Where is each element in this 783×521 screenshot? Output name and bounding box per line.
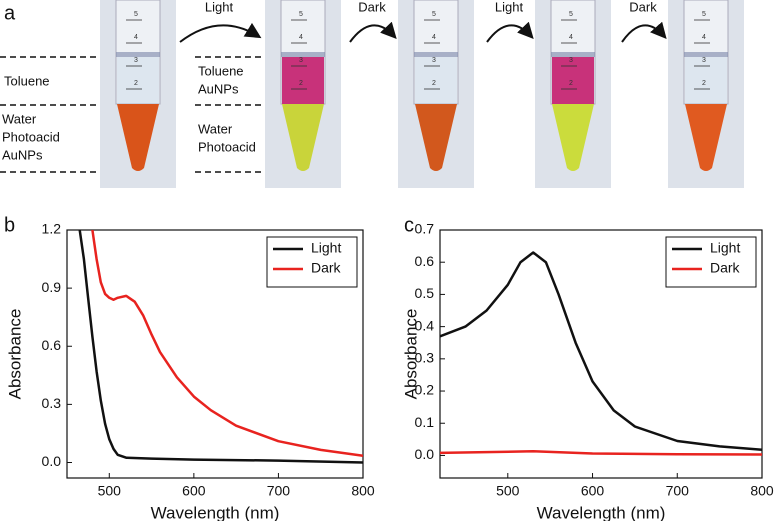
step-arrow (179, 22, 262, 43)
graduation-label: 5 (134, 11, 138, 18)
series-line (78, 230, 363, 464)
x-tick-label: 500 (496, 483, 520, 499)
cap-ring (551, 52, 595, 57)
x-axis-title: Wavelength (nm) (537, 503, 666, 521)
graduation-label: 2 (569, 80, 573, 87)
panel-label: c (404, 214, 414, 236)
bottom-layer (685, 104, 727, 171)
y-tick-label: 0.3 (42, 395, 62, 411)
step-label: Light (205, 0, 234, 14)
x-tick-label: 700 (666, 483, 690, 499)
panel-label: b (4, 214, 15, 236)
x-tick-label: 600 (581, 483, 605, 499)
layer-label: AuNPs (198, 81, 239, 96)
y-tick-label: 0.7 (415, 221, 435, 237)
bottom-layer (282, 104, 324, 171)
cap-ring (116, 52, 160, 57)
x-tick-label: 800 (750, 483, 774, 499)
x-tick-label: 500 (98, 483, 122, 499)
step-arrow (349, 21, 397, 43)
graduation-label: 4 (702, 34, 706, 41)
plot-frame (66, 229, 364, 479)
layer-label: Photoacid (2, 129, 60, 144)
series-line (440, 251, 762, 451)
y-axis-title: Absorbance (401, 309, 420, 400)
layer-label: Toluene (198, 63, 244, 78)
layer-label: Water (198, 121, 233, 136)
bottom-layer (415, 104, 457, 171)
layer-label: Toluene (4, 73, 50, 88)
series-line (440, 450, 762, 456)
x-tick-label: 600 (182, 483, 206, 499)
graduation-label: 2 (134, 80, 138, 87)
graduation-label: 3 (569, 57, 573, 64)
legend-label: Dark (311, 260, 342, 276)
graduation-label: 3 (299, 57, 303, 64)
step-arrow (486, 21, 534, 43)
graduation-label: 4 (134, 34, 138, 41)
top-layer (282, 57, 324, 104)
y-tick-label: 0.1 (415, 414, 435, 430)
y-tick-label: 0.5 (415, 285, 435, 301)
y-tick-label: 0.4 (415, 317, 435, 333)
series-line (91, 230, 363, 457)
graduation-label: 4 (432, 34, 436, 41)
cap-ring (281, 52, 325, 57)
layer-label: AuNPs (2, 147, 43, 162)
graduation-label: 3 (134, 57, 138, 64)
top-layer (415, 57, 457, 104)
graduation-label: 5 (702, 11, 706, 18)
bottom-layer (117, 104, 159, 171)
layer-label: Photoacid (198, 139, 256, 154)
legend-label: Light (311, 240, 341, 256)
y-tick-label: 0.6 (415, 253, 435, 269)
plot-frame (439, 229, 763, 479)
graduation-label: 5 (432, 11, 436, 18)
panel-label: a (4, 2, 16, 24)
legend-box (665, 236, 757, 288)
y-tick-label: 1.2 (42, 221, 62, 237)
x-tick-label: 800 (351, 483, 375, 499)
legend-box (266, 236, 358, 288)
graduation-label: 2 (702, 80, 706, 87)
x-axis-title: Wavelength (nm) (151, 503, 280, 521)
top-layer (552, 57, 594, 104)
step-label: Light (495, 0, 524, 14)
plot-area (440, 251, 762, 456)
y-tick-label: 0.0 (42, 453, 62, 469)
graduation-label: 3 (702, 57, 706, 64)
legend-label: Light (710, 240, 740, 256)
y-tick-label: 0.6 (42, 337, 62, 353)
plot-area (78, 230, 363, 464)
layer-label: Water (2, 111, 37, 126)
y-tick-label: 0.3 (415, 350, 435, 366)
step-label: Dark (358, 0, 386, 14)
graduation-label: 5 (569, 11, 573, 18)
graduation-label: 4 (569, 34, 573, 41)
graduation-label: 2 (432, 80, 436, 87)
y-axis-title: Absorbance (5, 309, 24, 400)
graduation-label: 4 (299, 34, 303, 41)
graduation-label: 3 (432, 57, 436, 64)
top-layer (685, 57, 727, 104)
top-layer (117, 57, 159, 104)
cap-ring (684, 52, 728, 57)
legend-label: Dark (710, 260, 741, 276)
graduation-label: 5 (299, 11, 303, 18)
y-tick-label: 0.9 (42, 279, 62, 295)
y-tick-label: 0.0 (415, 446, 435, 462)
y-tick-label: 0.2 (415, 382, 435, 398)
step-label: Dark (629, 0, 657, 14)
x-tick-label: 700 (267, 483, 291, 499)
bottom-layer (552, 104, 594, 171)
cap-ring (414, 52, 458, 57)
step-arrow (621, 21, 667, 43)
graduation-label: 2 (299, 80, 303, 87)
